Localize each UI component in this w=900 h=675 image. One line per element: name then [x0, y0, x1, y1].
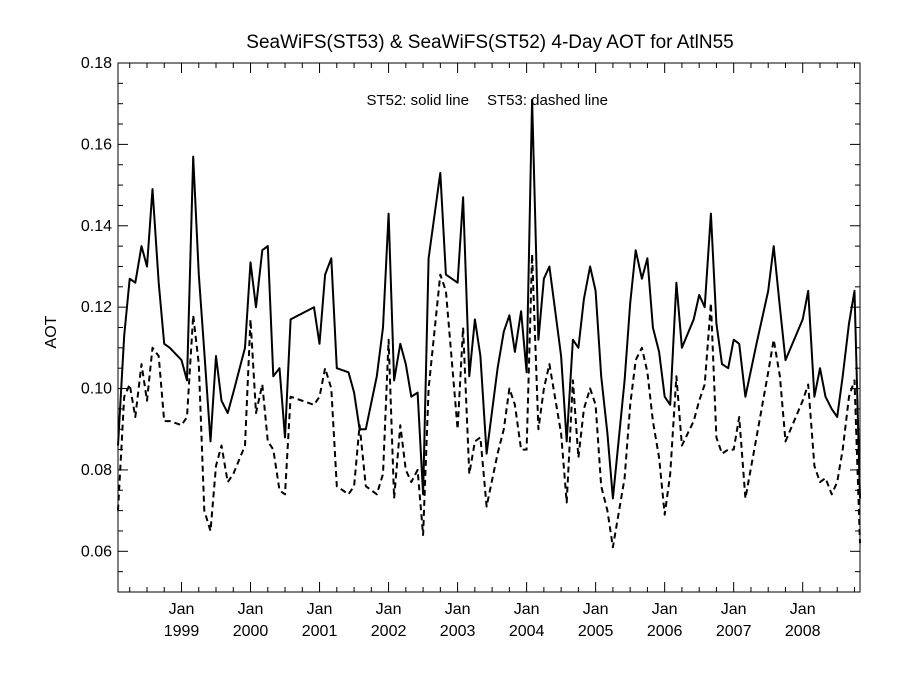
- x-tick-label-month: Jan: [307, 601, 333, 618]
- series-line-st53: [117, 253, 861, 549]
- x-tick-label-year: 1999: [164, 623, 200, 640]
- y-tick-label: 0.08: [81, 462, 112, 479]
- legend-annotation-st53: ST53: dashed line: [487, 92, 608, 109]
- x-tick-label-year: 2005: [578, 623, 614, 640]
- series-layer: [117, 98, 861, 549]
- y-tick-label: 0.16: [81, 136, 112, 153]
- x-tick-label-month: Jan: [445, 601, 471, 618]
- y-axis: 0.06 0.08 0.10 0.12 0.14 0.16 0.18: [81, 55, 860, 593]
- x-tick-label-month: Jan: [721, 601, 747, 618]
- y-tick-label: 0.12: [81, 299, 112, 316]
- x-tick-label-month: Jan: [583, 601, 609, 618]
- x-tick-label-year: 2003: [440, 623, 476, 640]
- x-tick-label-year: 2000: [233, 623, 269, 640]
- x-axis: Jan 1999 Jan 2000 Jan 2001 Jan 2002 Jan 2003 Jan 20…: [129, 63, 855, 640]
- legend-annotation-st52: ST52: solid line: [366, 92, 469, 109]
- chart-title: SeaWiFS(ST53) & SeaWiFS(ST52) 4-Day AOT …: [246, 32, 733, 53]
- x-tick-label-year: 2006: [647, 623, 683, 640]
- x-tick-label-year: 2008: [785, 623, 821, 640]
- x-tick-label-month: Jan: [790, 601, 816, 618]
- x-tick-label-month: Jan: [169, 601, 195, 618]
- x-tick-label-year: 2007: [716, 623, 752, 640]
- x-tick-label-year: 2001: [302, 623, 338, 640]
- series-line-st52: [117, 98, 861, 500]
- y-axis-label: AOT: [43, 315, 60, 348]
- plot-frame: [117, 62, 861, 593]
- y-tick-label: 0.10: [81, 381, 112, 398]
- y-tick-label: 0.14: [81, 218, 112, 235]
- x-tick-label-month: Jan: [652, 601, 678, 618]
- x-tick-label-year: 2002: [371, 623, 407, 640]
- y-tick-label: 0.06: [81, 543, 112, 560]
- y-tick-label: 0.18: [81, 55, 112, 72]
- x-tick-label-month: Jan: [238, 601, 264, 618]
- x-tick-label-month: Jan: [376, 601, 402, 618]
- x-tick-label-month: Jan: [514, 601, 540, 618]
- x-tick-label-year: 2004: [509, 623, 545, 640]
